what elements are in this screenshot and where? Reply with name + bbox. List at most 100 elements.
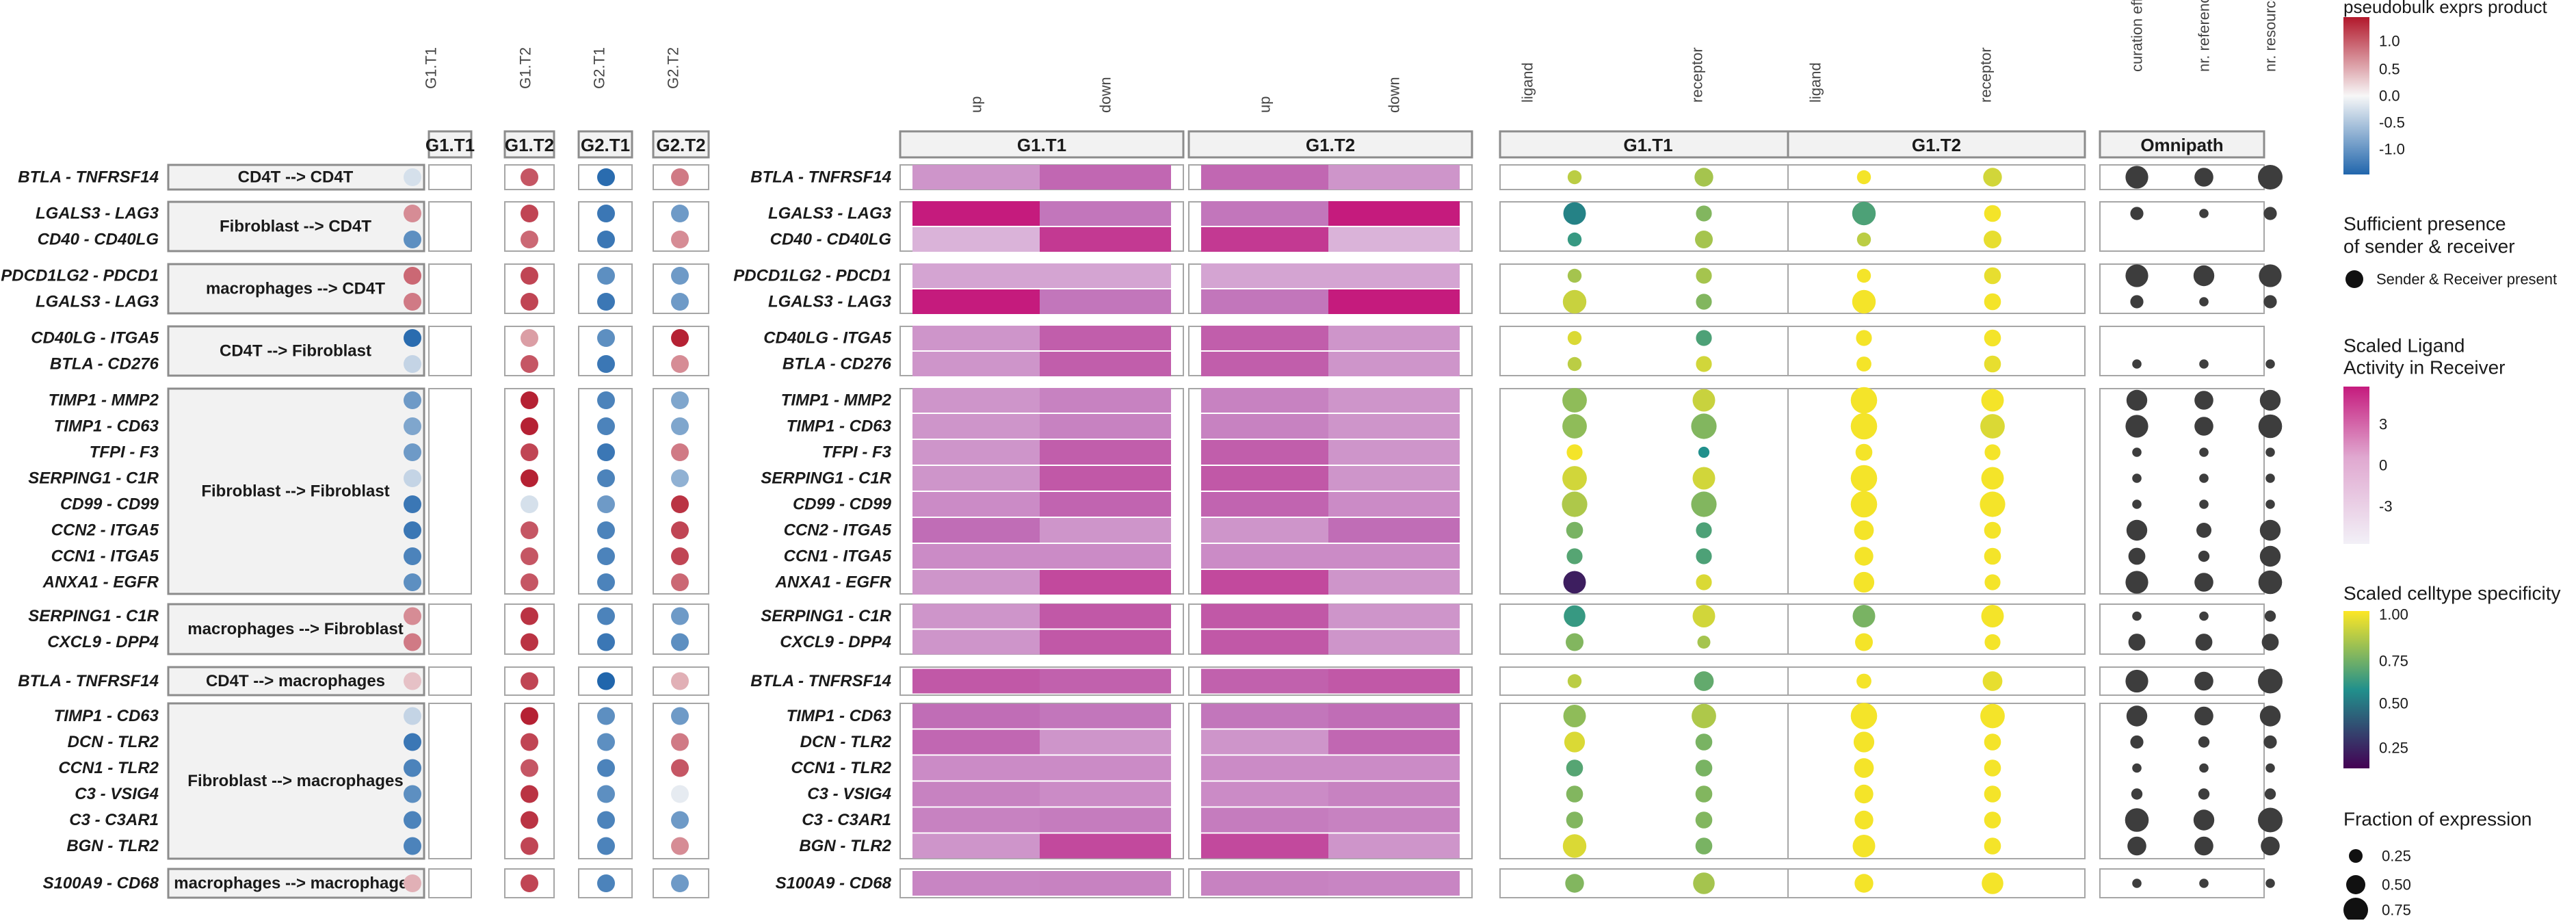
pair-label-mid: ANXA1 - EGFR: [775, 573, 892, 592]
spec-panel: [1499, 388, 1797, 595]
interaction-label-box: [167, 603, 425, 655]
pair-label-mid: LGALS3 - LAG3: [768, 205, 892, 223]
activity-tile: [1040, 755, 1171, 781]
diff-column-label: down: [1097, 77, 1114, 113]
expr-panel: [653, 703, 709, 859]
spec-panel: [1787, 164, 2086, 190]
activity-tile: [1328, 201, 1460, 226]
expr-dot: [404, 607, 421, 625]
omnipath-dot: [2194, 168, 2213, 187]
legend-specificity-tick: 1.00: [2379, 606, 2408, 623]
activity-tile: [912, 703, 1040, 729]
activity-tile: [1201, 466, 1328, 491]
specificity-dot: [1855, 633, 1873, 651]
pair-label-left: C3 - C3AR1: [69, 811, 159, 829]
specificity-dot: [1984, 329, 2001, 347]
specificity-dot: [1567, 674, 1582, 688]
legend-expr-title: pseudobulk exprs product: [2343, 0, 2548, 17]
expr-panel: [428, 326, 472, 376]
activity-tile: [1328, 263, 1460, 288]
activity-tile: [912, 668, 1040, 694]
pair-label-left: BGN - TLR2: [66, 837, 159, 855]
pair-label-left: ANXA1 - EGFR: [42, 573, 159, 592]
expr-dot: [521, 759, 538, 777]
interaction-label-box: [167, 868, 425, 899]
omnipath-panel: [2099, 263, 2265, 314]
expr-panel: [428, 603, 472, 655]
interaction-label: Fibroblast --> CD4T: [220, 218, 371, 236]
expr-dot: [521, 733, 538, 751]
specificity-dot: [1852, 201, 1876, 226]
specificity-dot: [1984, 759, 2001, 777]
expr-dot: [597, 521, 615, 539]
legend-activity-title: Activity in Receiver: [2343, 357, 2506, 378]
expr-dot: [671, 495, 689, 513]
omnipath-dot: [2194, 417, 2213, 436]
expr-dot: [671, 417, 689, 435]
omnipath-dot: [2198, 550, 2210, 562]
specificity-dot: [1562, 834, 1587, 858]
activity-tile: [1201, 165, 1328, 190]
expr-dot: [404, 267, 421, 285]
expr-strip-label: G2.T1: [581, 135, 630, 155]
specificity-dot: [1856, 170, 1871, 185]
pair-label-left: TIMP1 - CD63: [54, 707, 159, 725]
group-rotated-label: G2.T1: [591, 47, 608, 89]
group-rotated-label: G1.T2: [517, 47, 534, 89]
omnipath-dot: [2130, 207, 2144, 220]
specificity-dot: [1854, 520, 1874, 541]
interaction-label-box: [167, 263, 425, 315]
expr-dot: [597, 874, 615, 892]
pair-label-mid: C3 - VSIG4: [807, 785, 891, 803]
activity-tile: [1040, 263, 1171, 288]
activity-tile: [1201, 570, 1328, 595]
expr-dot: [597, 547, 615, 565]
expr-dot: [521, 785, 538, 803]
specificity-dot: [1856, 330, 1872, 346]
specificity-dot: [1984, 574, 2001, 590]
expr-dot: [521, 391, 538, 409]
specificity-dot: [1692, 467, 1716, 490]
omnipath-dot: [2259, 264, 2282, 287]
pair-label-left: TIMP1 - MMP2: [49, 391, 159, 410]
omnipath-dot: [2128, 634, 2146, 651]
expr-dot: [404, 469, 421, 487]
interaction-label: Fibroblast --> Fibroblast: [201, 482, 389, 501]
activity-tile: [1201, 492, 1328, 517]
omnipath-dot: [2258, 165, 2283, 190]
specificity-dot: [1856, 268, 1871, 283]
omnipath-strip-label: Omnipath: [2140, 135, 2223, 155]
legend-activity-bar: [2343, 387, 2369, 544]
specificity-dot: [1854, 547, 1874, 566]
specificity-dot: [1566, 759, 1583, 777]
specificity-dot: [1697, 636, 1711, 649]
omnipath-dot: [2126, 705, 2148, 727]
omnipath-dot: [2132, 611, 2142, 621]
activity-tile: [1201, 781, 1328, 807]
specificity-dot: [1567, 268, 1582, 283]
interaction-label: macrophages --> CD4T: [206, 280, 385, 298]
pair-label-mid: BTLA - CD276: [783, 355, 892, 374]
specificity-dot: [1564, 605, 1586, 627]
omnipath-dot: [2194, 671, 2213, 691]
expr-dot: [597, 391, 615, 409]
specificity-dot: [1982, 671, 2003, 691]
specificity-dot: [1566, 521, 1583, 539]
activity-tile: [1328, 518, 1460, 543]
activity-tile: [1328, 807, 1460, 833]
specificity-dot: [1984, 785, 2001, 803]
pair-label-mid: SERPING1 - C1R: [761, 607, 891, 625]
activity-tile: [1328, 833, 1460, 859]
activity-tile: [1328, 570, 1460, 595]
activity-tile: [1201, 227, 1328, 252]
expr-panel: [428, 388, 472, 595]
specificity-dot: [1854, 874, 1874, 893]
pair-label-mid: TIMP1 - CD63: [787, 417, 892, 436]
activity-tile: [1040, 165, 1171, 190]
activity-tile: [912, 289, 1040, 314]
interaction-label-box: [167, 200, 425, 252]
omnipath-column-label: nr. references: [2196, 0, 2213, 72]
expr-dot: [404, 417, 421, 435]
interaction-label: Fibroblast --> macrophages: [187, 772, 403, 790]
